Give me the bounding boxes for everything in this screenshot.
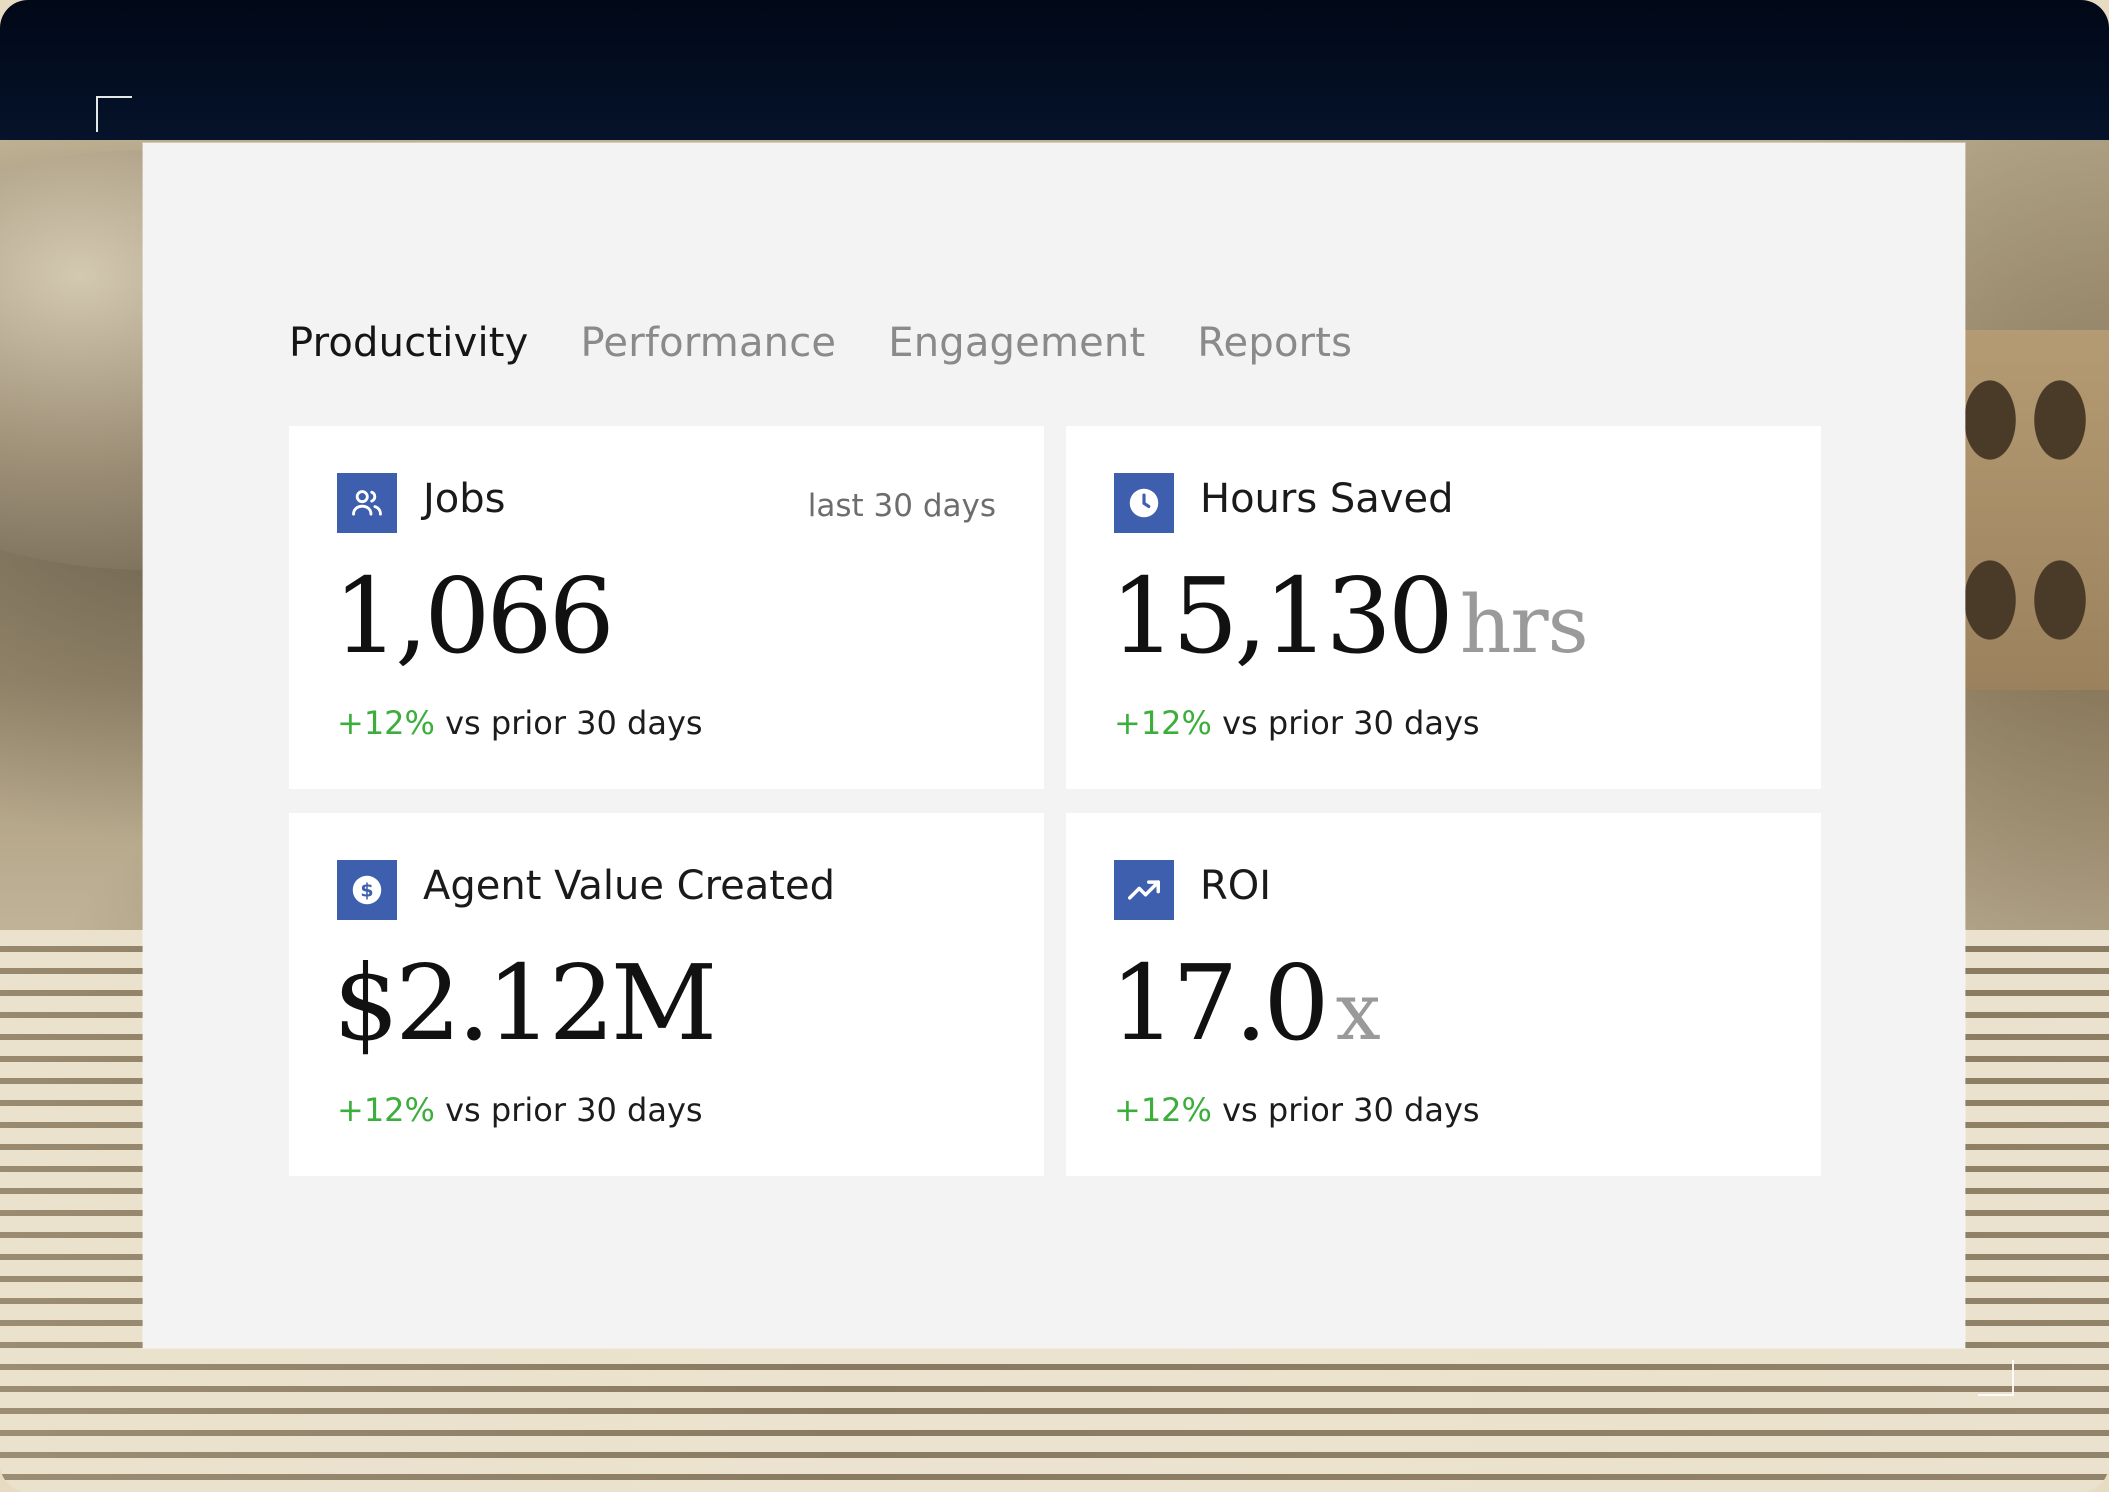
period-label[interactable]: last 30 days [807, 488, 996, 524]
dashboard-panel: Productivity Performance Engagement Repo… [143, 143, 1965, 1348]
frame-corner-top-left [96, 96, 132, 132]
delta-text: +12% vs prior 30 days [337, 1091, 703, 1129]
users-icon [337, 473, 397, 533]
card-title: Hours Saved [1200, 476, 1454, 522]
agent-value-card: $ Agent Value Created $2.12M +12% vs pri… [289, 813, 1044, 1176]
metric-number: $2.12M [333, 942, 717, 1064]
trending-up-icon [1114, 860, 1174, 920]
hours-saved-card: Hours Saved 15,130 hrs +12% vs prior 30 d… [1066, 426, 1821, 789]
card-title: Jobs [423, 476, 506, 522]
delta-comparison: vs prior 30 days [1211, 1091, 1480, 1129]
delta-percent: +12% [337, 1091, 435, 1129]
dollar-icon: $ [337, 860, 397, 920]
tab-bar: Productivity Performance Engagement Repo… [289, 313, 1352, 373]
metric-value: 17.0 x [1110, 951, 1381, 1058]
delta-text: +12% vs prior 30 days [337, 704, 703, 742]
card-title: Agent Value Created [423, 863, 835, 909]
delta-comparison: vs prior 30 days [434, 1091, 703, 1129]
delta-text: +12% vs prior 30 days [1114, 1091, 1480, 1129]
delta-text: +12% vs prior 30 days [1114, 704, 1480, 742]
roi-card: ROI 17.0 x +12% vs prior 30 days [1066, 813, 1821, 1176]
delta-comparison: vs prior 30 days [1211, 704, 1480, 742]
metric-value: 15,130 hrs [1110, 564, 1589, 671]
delta-comparison: vs prior 30 days [434, 704, 703, 742]
metric-value: 1,066 [333, 564, 615, 668]
clock-icon [1114, 473, 1174, 533]
delta-percent: +12% [1114, 1091, 1212, 1129]
tab-engagement[interactable]: Engagement [888, 320, 1146, 366]
svg-text:$: $ [360, 880, 373, 902]
colosseum-arches [1960, 330, 2109, 690]
tab-performance[interactable]: Performance [580, 320, 837, 366]
tab-productivity[interactable]: Productivity [289, 320, 529, 366]
jobs-card: Jobs last 30 days 1,066 +12% vs prior 30… [289, 426, 1044, 789]
metric-number: 1,066 [333, 555, 615, 677]
delta-percent: +12% [1114, 704, 1212, 742]
card-title: ROI [1200, 863, 1272, 909]
frame-corner-bottom-right [1978, 1360, 2014, 1396]
tab-reports[interactable]: Reports [1197, 320, 1353, 366]
metric-value: $2.12M [333, 951, 717, 1055]
metric-unit: hrs [1459, 578, 1589, 671]
metric-number: 15,130 [1110, 555, 1454, 677]
metric-number: 17.0 [1110, 942, 1330, 1064]
metric-unit: x [1335, 965, 1381, 1058]
delta-percent: +12% [337, 704, 435, 742]
